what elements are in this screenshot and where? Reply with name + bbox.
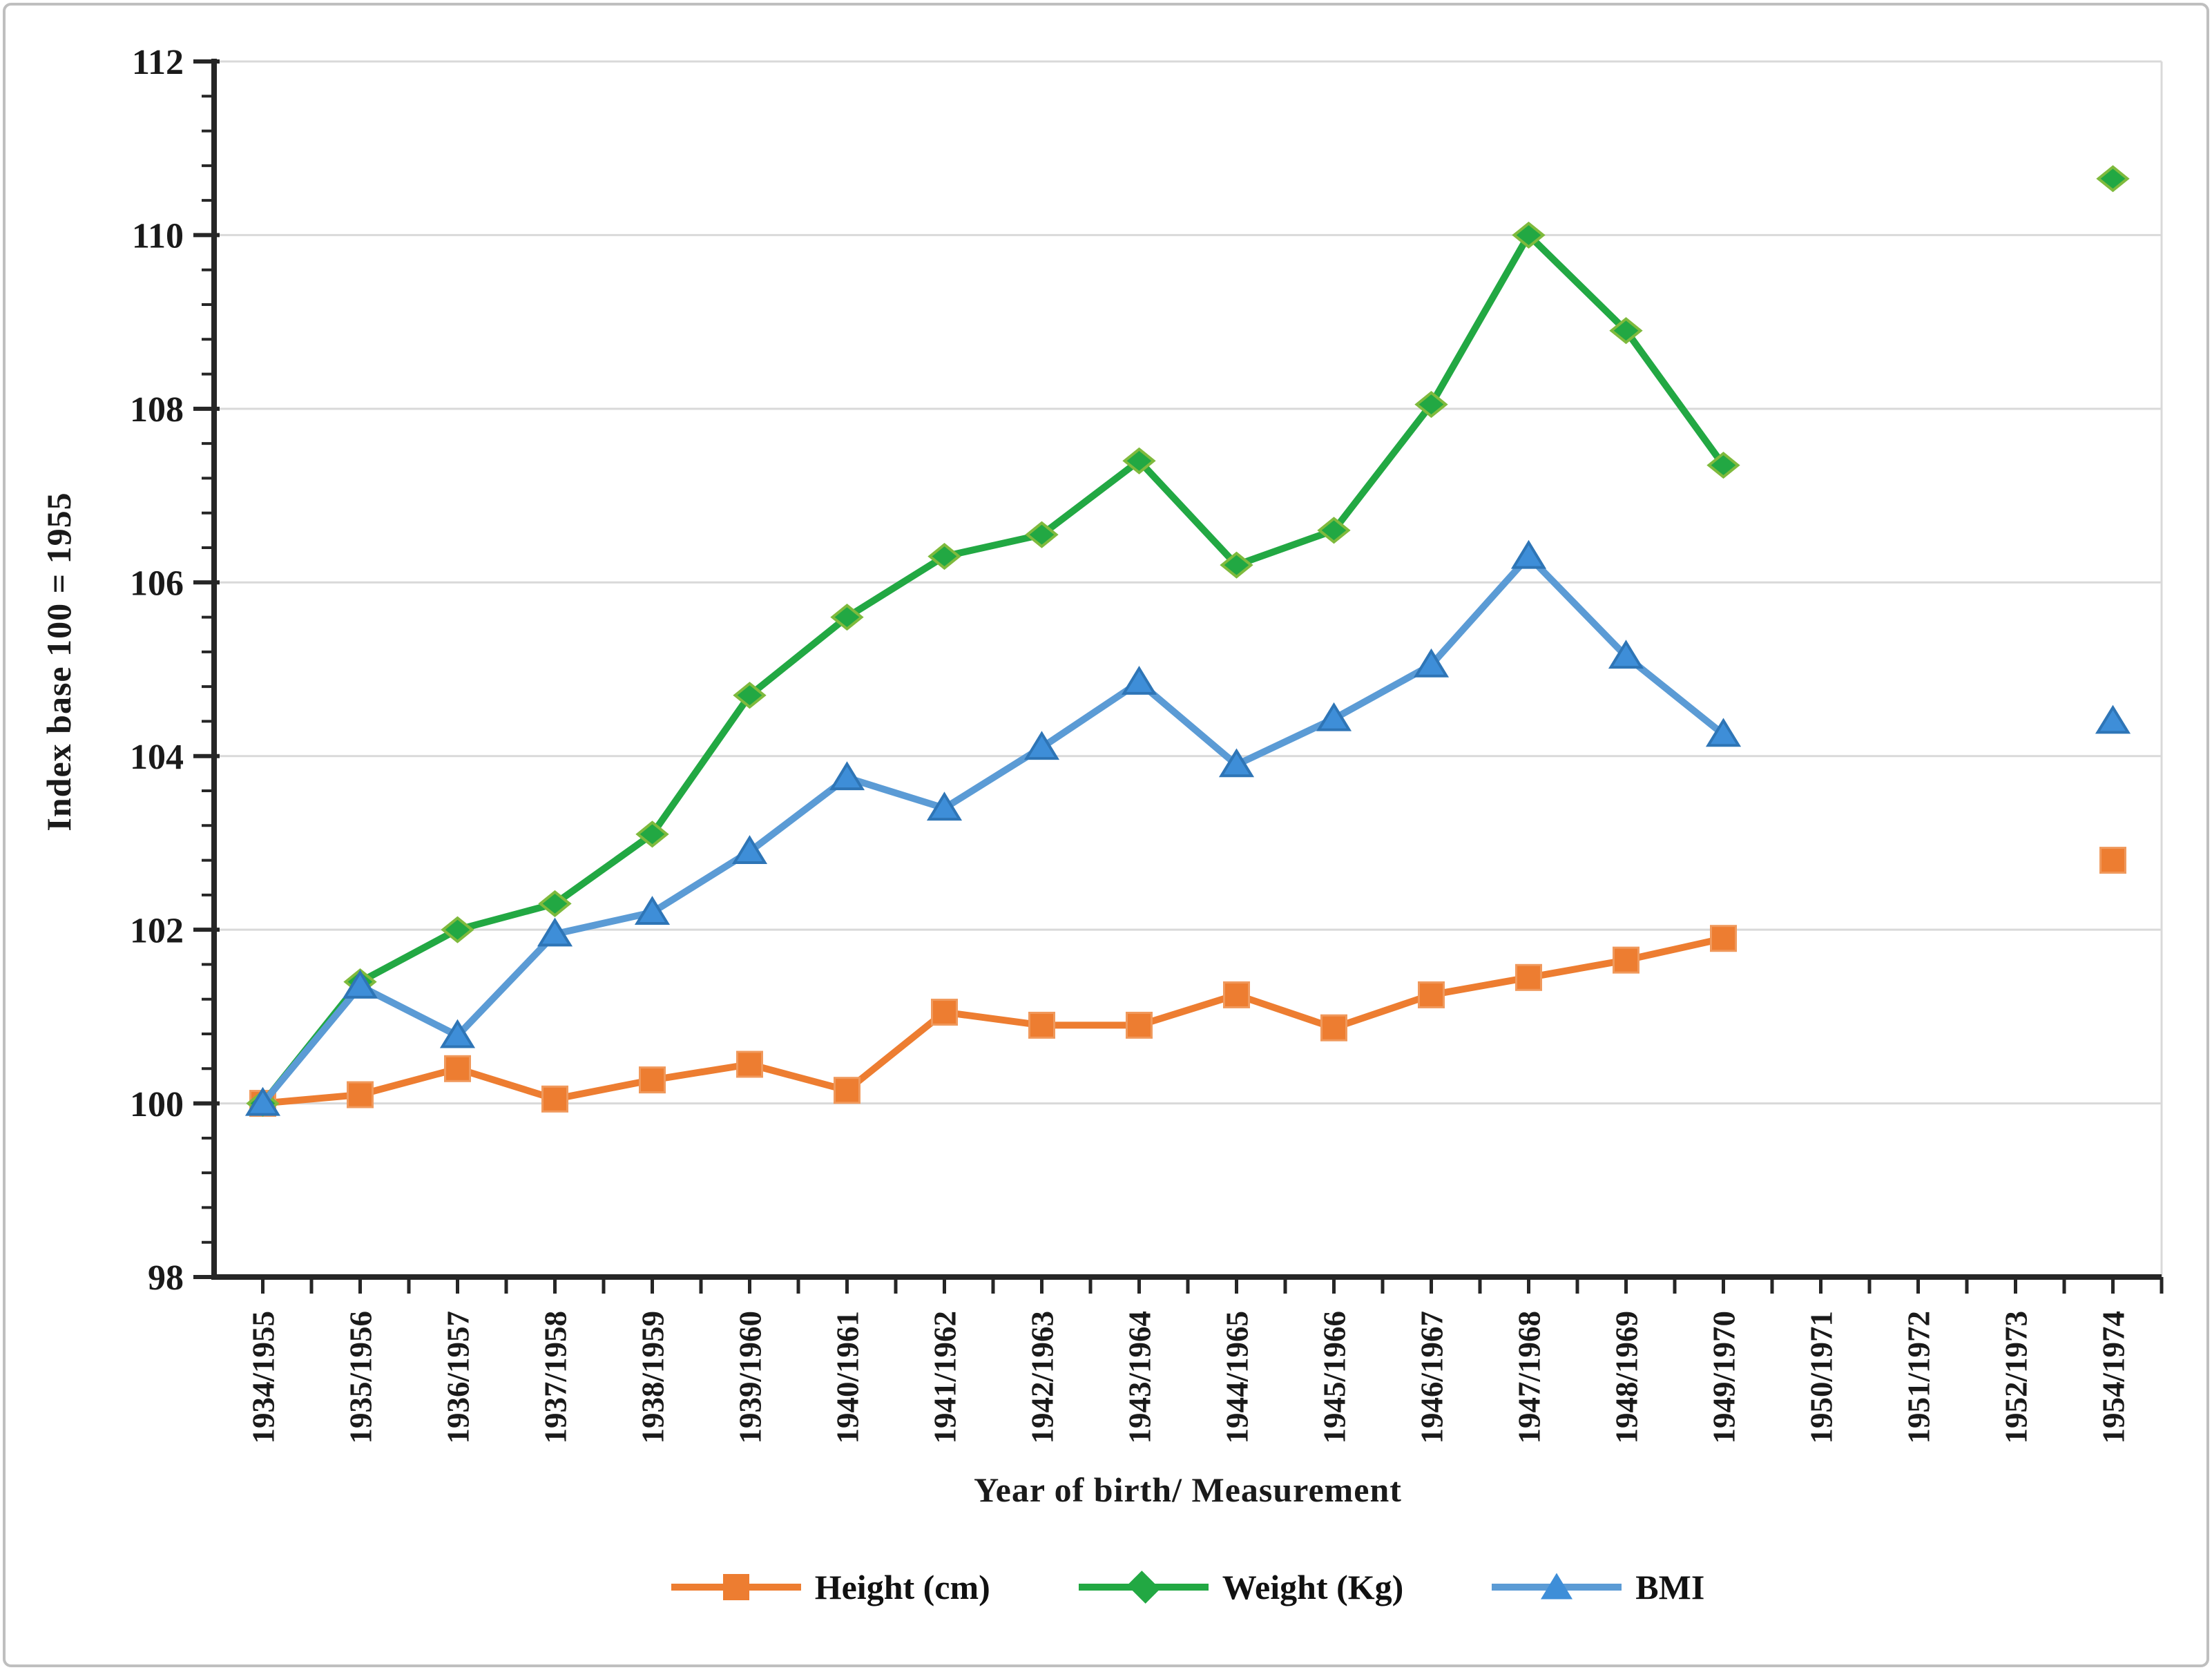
data-point-height-cm (1126, 1011, 1153, 1039)
x-tick-label: 1934/1955 (246, 1311, 280, 1444)
data-point-height-cm (931, 999, 958, 1026)
series-height-cm-line (259, 934, 1727, 1107)
data-point-bmi (2095, 704, 2131, 734)
data-point-bmi (244, 1086, 281, 1116)
data-point-height-cm (639, 1066, 666, 1094)
x-tick-label: 1950/1971 (1804, 1311, 1838, 1444)
data-point-weight-kg (2096, 165, 2130, 193)
y-tick-label: 100 (130, 1085, 184, 1124)
data-point-bmi (1413, 648, 1450, 678)
x-tick-label: 1954/1974 (2096, 1311, 2131, 1444)
data-point-height-cm (1613, 946, 1639, 974)
data-point-bmi (829, 761, 865, 791)
data-point-weight-kg (1220, 551, 1253, 579)
data-point-bmi (1121, 666, 1157, 695)
data-point-height-cm (2099, 847, 2126, 874)
x-tick-label: 1935/1956 (343, 1311, 378, 1444)
data-point-weight-kg (1317, 517, 1351, 544)
x-tick-label: 1936/1957 (441, 1311, 475, 1444)
legend-swatch-bmi (1492, 1573, 1622, 1600)
y-tick-label: 112 (132, 43, 184, 82)
data-point-weight-kg (1609, 317, 1643, 345)
legend-item-label: Height (cm) (814, 1568, 990, 1606)
data-point-height-cm (444, 1055, 471, 1082)
data-point-bmi (1510, 539, 1547, 569)
x-tick-label: 1949/1970 (1706, 1311, 1741, 1444)
data-point-height-cm (1418, 981, 1445, 1008)
data-point-height-cm (1223, 981, 1250, 1008)
data-point-bmi (1023, 731, 1060, 760)
x-tick-label: 1939/1960 (733, 1311, 767, 1444)
data-point-height-cm (1710, 925, 1737, 952)
legend-item-weight-kg: Weight (Kg) (1078, 1567, 1404, 1607)
legend-item-height-cm: Height (cm) (671, 1567, 990, 1607)
data-point-weight-kg (1512, 221, 1546, 249)
x-tick-label: 1938/1959 (635, 1311, 670, 1444)
legend-item-bmi: BMI (1492, 1567, 1704, 1607)
data-point-bmi (439, 1019, 476, 1048)
y-tick-label: 106 (130, 564, 184, 603)
x-tick-label: 1947/1968 (1512, 1311, 1546, 1444)
x-tick-label: 1943/1964 (1122, 1311, 1157, 1444)
legend: Height (cm) Weight (Kg) BMI (214, 1553, 2162, 1622)
square-marker-icon (722, 1574, 749, 1600)
x-tick-label: 1944/1965 (1220, 1311, 1254, 1444)
data-point-weight-kg (1122, 447, 1156, 474)
data-point-bmi (342, 970, 378, 999)
legend-swatch-height (671, 1574, 801, 1600)
data-point-bmi (1608, 640, 1644, 669)
x-axis-title: Year of birth/ Measurement (974, 1470, 1402, 1509)
figure-border (3, 3, 2209, 1667)
data-point-bmi (731, 835, 768, 864)
data-point-weight-kg (538, 890, 572, 918)
data-point-bmi (634, 896, 671, 925)
data-point-height-cm (541, 1085, 568, 1113)
x-tick-label: 1945/1966 (1317, 1311, 1352, 1444)
data-point-weight-kg (441, 916, 474, 943)
diamond-marker-icon (1126, 1571, 1160, 1604)
series-bmi-line (259, 553, 1727, 1107)
data-point-bmi (1316, 702, 1352, 731)
x-tick-label: 1937/1958 (538, 1311, 573, 1444)
data-point-height-cm (1515, 963, 1542, 991)
y-tick-label: 98 (148, 1258, 184, 1298)
y-tick-label: 104 (130, 738, 184, 777)
x-tick-label: 1940/1961 (830, 1311, 865, 1444)
data-point-height-cm (1320, 1014, 1347, 1042)
x-tick-label: 1941/1962 (927, 1311, 962, 1444)
data-point-weight-kg (1025, 521, 1059, 548)
data-point-weight-kg (830, 603, 864, 631)
y-axis-title: Index base 100 = 1955 (39, 492, 78, 832)
y-tick-label: 110 (132, 217, 184, 256)
data-point-bmi (1218, 748, 1255, 778)
x-tick-label: 1948/1969 (1609, 1311, 1644, 1444)
y-tick-label: 102 (130, 911, 184, 950)
data-point-height-cm (347, 1081, 374, 1108)
data-point-weight-kg (1706, 451, 1740, 479)
legend-item-label: Weight (Kg) (1222, 1568, 1404, 1606)
legend-item-label: BMI (1635, 1568, 1705, 1606)
triangle-marker-icon (1541, 1573, 1573, 1600)
legend-swatch-weight (1078, 1571, 1209, 1604)
data-point-bmi (926, 791, 963, 821)
series-weight-kg-line (259, 231, 1727, 1107)
data-point-weight-kg (733, 682, 767, 709)
data-point-bmi (1705, 718, 1742, 747)
x-tick-label: 1951/1972 (1901, 1311, 1936, 1444)
data-point-bmi (537, 917, 573, 947)
x-tick-label: 1952/1973 (1999, 1311, 2033, 1444)
data-point-weight-kg (927, 542, 961, 570)
data-point-height-cm (736, 1050, 763, 1078)
x-tick-label: 1946/1967 (1414, 1311, 1449, 1444)
data-point-height-cm (834, 1077, 860, 1104)
data-point-weight-kg (1414, 390, 1448, 419)
x-tick-label: 1942/1963 (1025, 1311, 1059, 1444)
y-tick-label: 108 (130, 390, 184, 430)
data-point-weight-kg (635, 820, 669, 848)
data-point-height-cm (1028, 1011, 1055, 1039)
